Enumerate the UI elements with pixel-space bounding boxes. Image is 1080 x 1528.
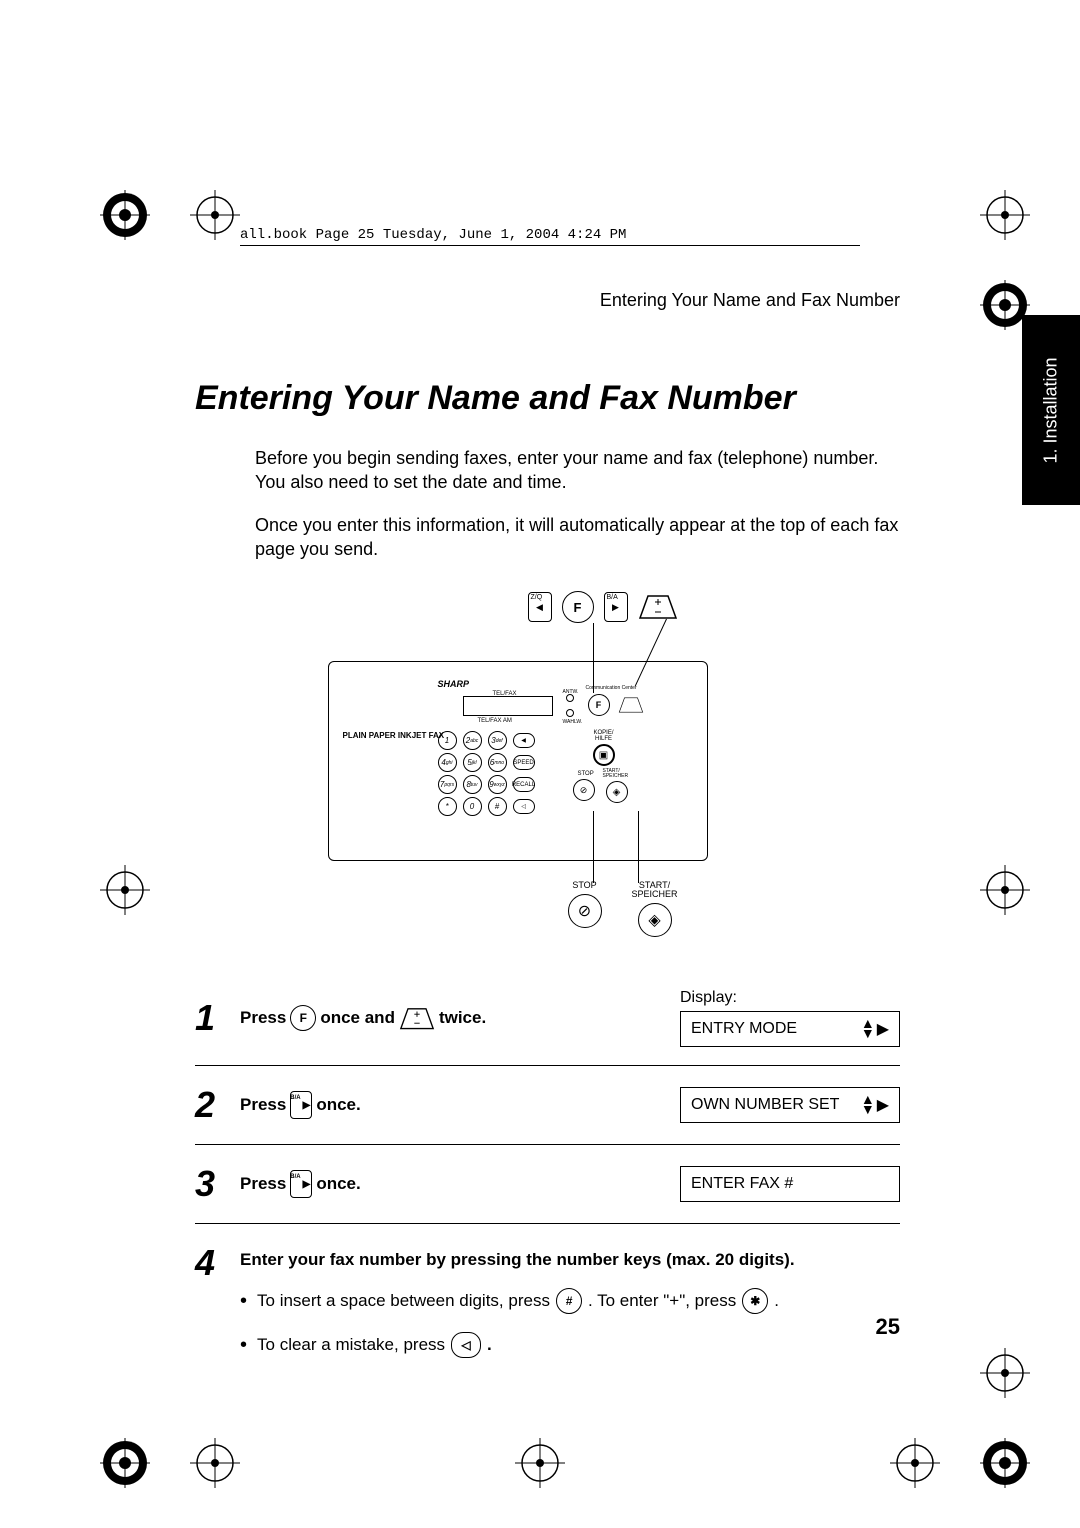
intro-paragraph-1: Before you begin sending faxes, enter yo… <box>255 446 900 495</box>
stop-button-panel: ⊘ <box>573 779 595 801</box>
lcd-display: OWN NUMBER SET ▲▼ ▶ <box>680 1087 900 1123</box>
bullet-icon: • <box>240 1334 247 1357</box>
page-content: Entering Your Name and Fax Number Enteri… <box>195 180 900 1280</box>
start-button-panel: ◈ <box>606 781 628 803</box>
trapezoid-button-icon <box>399 1007 435 1029</box>
reg-mark <box>980 190 1030 240</box>
key-hash: # <box>488 797 507 816</box>
reg-mark <box>980 865 1030 915</box>
step-text: Enter your fax number by pressing the nu… <box>240 1250 900 1270</box>
step-number: 3 <box>195 1163 240 1205</box>
reg-mark <box>190 1438 240 1488</box>
machine-model-label: PLAIN PAPER INKJET FAX <box>343 731 445 740</box>
running-head: Entering Your Name and Fax Number <box>195 290 900 311</box>
top-callout-buttons: Z/Q ◀ F B/A ▶ <box>528 591 678 623</box>
step-1: 1 Press F once and twice. Display: ENTRY… <box>195 971 900 1066</box>
step-text: Press F once and twice. <box>240 1005 680 1031</box>
reg-mark <box>100 1438 150 1488</box>
step-text: Press B/A▶ once. <box>240 1091 680 1119</box>
display-column: ENTER FAX # <box>680 1166 900 1202</box>
step4-bullet-2: • To clear a mistake, press ◁ . <box>240 1332 900 1358</box>
lcd-display: ENTER FAX # <box>680 1166 900 1202</box>
clear-button-icon: ◁ <box>451 1332 481 1358</box>
step-number: 4 <box>195 1242 240 1284</box>
key-nav-left: ◀ <box>513 733 535 748</box>
display-column: Display: ENTRY MODE ▲▼ ▶ <box>680 989 900 1047</box>
display-label: Display: <box>680 989 900 1007</box>
stop-label-small: STOP <box>578 771 594 777</box>
hash-button-icon: # <box>556 1288 582 1314</box>
led-label: ANTW. <box>563 689 579 695</box>
key-0: 0 <box>463 797 482 816</box>
kopie-button: ▣ <box>593 744 615 766</box>
bullet-icon: • <box>240 1290 247 1313</box>
reg-mark <box>100 865 150 915</box>
key-7: 7pqrs <box>438 775 457 794</box>
key-2: 2abc <box>463 731 482 750</box>
step-number: 1 <box>195 997 240 1039</box>
start-callout-label: START/ SPEICHER <box>632 881 678 899</box>
sharp-logo: SHARP <box>438 679 470 689</box>
start-label-small: START/SPEICHER <box>603 769 629 779</box>
lcd-label-bottom: TEL/FAX AM <box>478 718 512 724</box>
led-indicator <box>566 709 574 717</box>
step4-bullet-1: • To insert a space between digits, pres… <box>240 1288 900 1314</box>
panel-label: Communication Center <box>586 685 637 691</box>
steps-list: 1 Press F once and twice. Display: ENTRY… <box>195 971 900 1376</box>
key-speed: SPEED <box>513 755 535 770</box>
key-nav-right: ◁ <box>513 799 535 814</box>
key-8: 8tuv <box>463 775 482 794</box>
step-3: 3 Press B/A▶ once. ENTER FAX # <box>195 1145 900 1224</box>
stop-callout-label: STOP <box>572 881 596 890</box>
reg-mark <box>515 1438 565 1488</box>
keypad: 1 2abc 3def ◀ 4ghi 5jkl 6mno SPEED 7pqrs… <box>438 731 568 819</box>
step-2: 2 Press B/A▶ once. OWN NUMBER SET ▲▼ ▶ <box>195 1066 900 1145</box>
key-star: * <box>438 797 457 816</box>
key-1: 1 <box>438 731 457 750</box>
step-4: 4 Enter your fax number by pressing the … <box>195 1224 900 1376</box>
kopie-label: KOPIE/HILFE <box>594 730 614 742</box>
key-5: 5jkl <box>463 753 482 772</box>
key-6: 6mno <box>488 753 507 772</box>
page-number: 25 <box>876 1314 900 1340</box>
display-column: OWN NUMBER SET ▲▼ ▶ <box>680 1087 900 1123</box>
nav-left-button: Z/Q ◀ <box>528 592 552 622</box>
intro-paragraph-2: Once you enter this information, it will… <box>255 513 900 562</box>
side-tab-installation: 1. Installation <box>1022 315 1080 505</box>
trapezoid-button-callout <box>638 594 678 620</box>
stop-button-callout: ⊘ <box>568 894 602 928</box>
side-tab-label: 1. Installation <box>1041 357 1062 463</box>
key-3: 3def <box>488 731 507 750</box>
nav-right-button: B/A ▶ <box>604 592 628 622</box>
key-recall: RECALL <box>513 777 535 792</box>
key-4: 4ghi <box>438 753 457 772</box>
fax-machine-diagram: Z/Q ◀ F B/A ▶ PLAIN PAPER INKJET FAX SHA… <box>308 591 788 931</box>
step-number: 2 <box>195 1084 240 1126</box>
nav-right-icon: B/A▶ <box>290 1170 312 1198</box>
reg-mark <box>100 190 150 240</box>
f-button-panel: F <box>588 694 610 716</box>
start-button-callout: ◈ <box>638 903 672 937</box>
f-button-callout: F <box>562 591 594 623</box>
reg-mark <box>890 1438 940 1488</box>
led-indicator <box>566 694 574 702</box>
lcd-display: ENTRY MODE ▲▼ ▶ <box>680 1011 900 1047</box>
star-button-icon: ✱ <box>742 1288 768 1314</box>
lcd-label-top: TEL/FAX <box>493 691 517 697</box>
reg-mark <box>980 1348 1030 1398</box>
key-9: 9wxyz <box>488 775 507 794</box>
step-text: Press B/A▶ once. <box>240 1170 680 1198</box>
reg-mark <box>980 1438 1030 1488</box>
page-title: Entering Your Name and Fax Number <box>195 379 900 418</box>
lcd-screen <box>463 696 553 716</box>
bottom-callout-buttons: STOP ⊘ START/ SPEICHER ◈ <box>568 881 678 937</box>
f-button-icon: F <box>290 1005 316 1031</box>
nav-right-icon: B/A▶ <box>290 1091 312 1119</box>
led-label: WAHLW. <box>563 719 583 725</box>
trapezoid-panel <box>618 696 644 714</box>
